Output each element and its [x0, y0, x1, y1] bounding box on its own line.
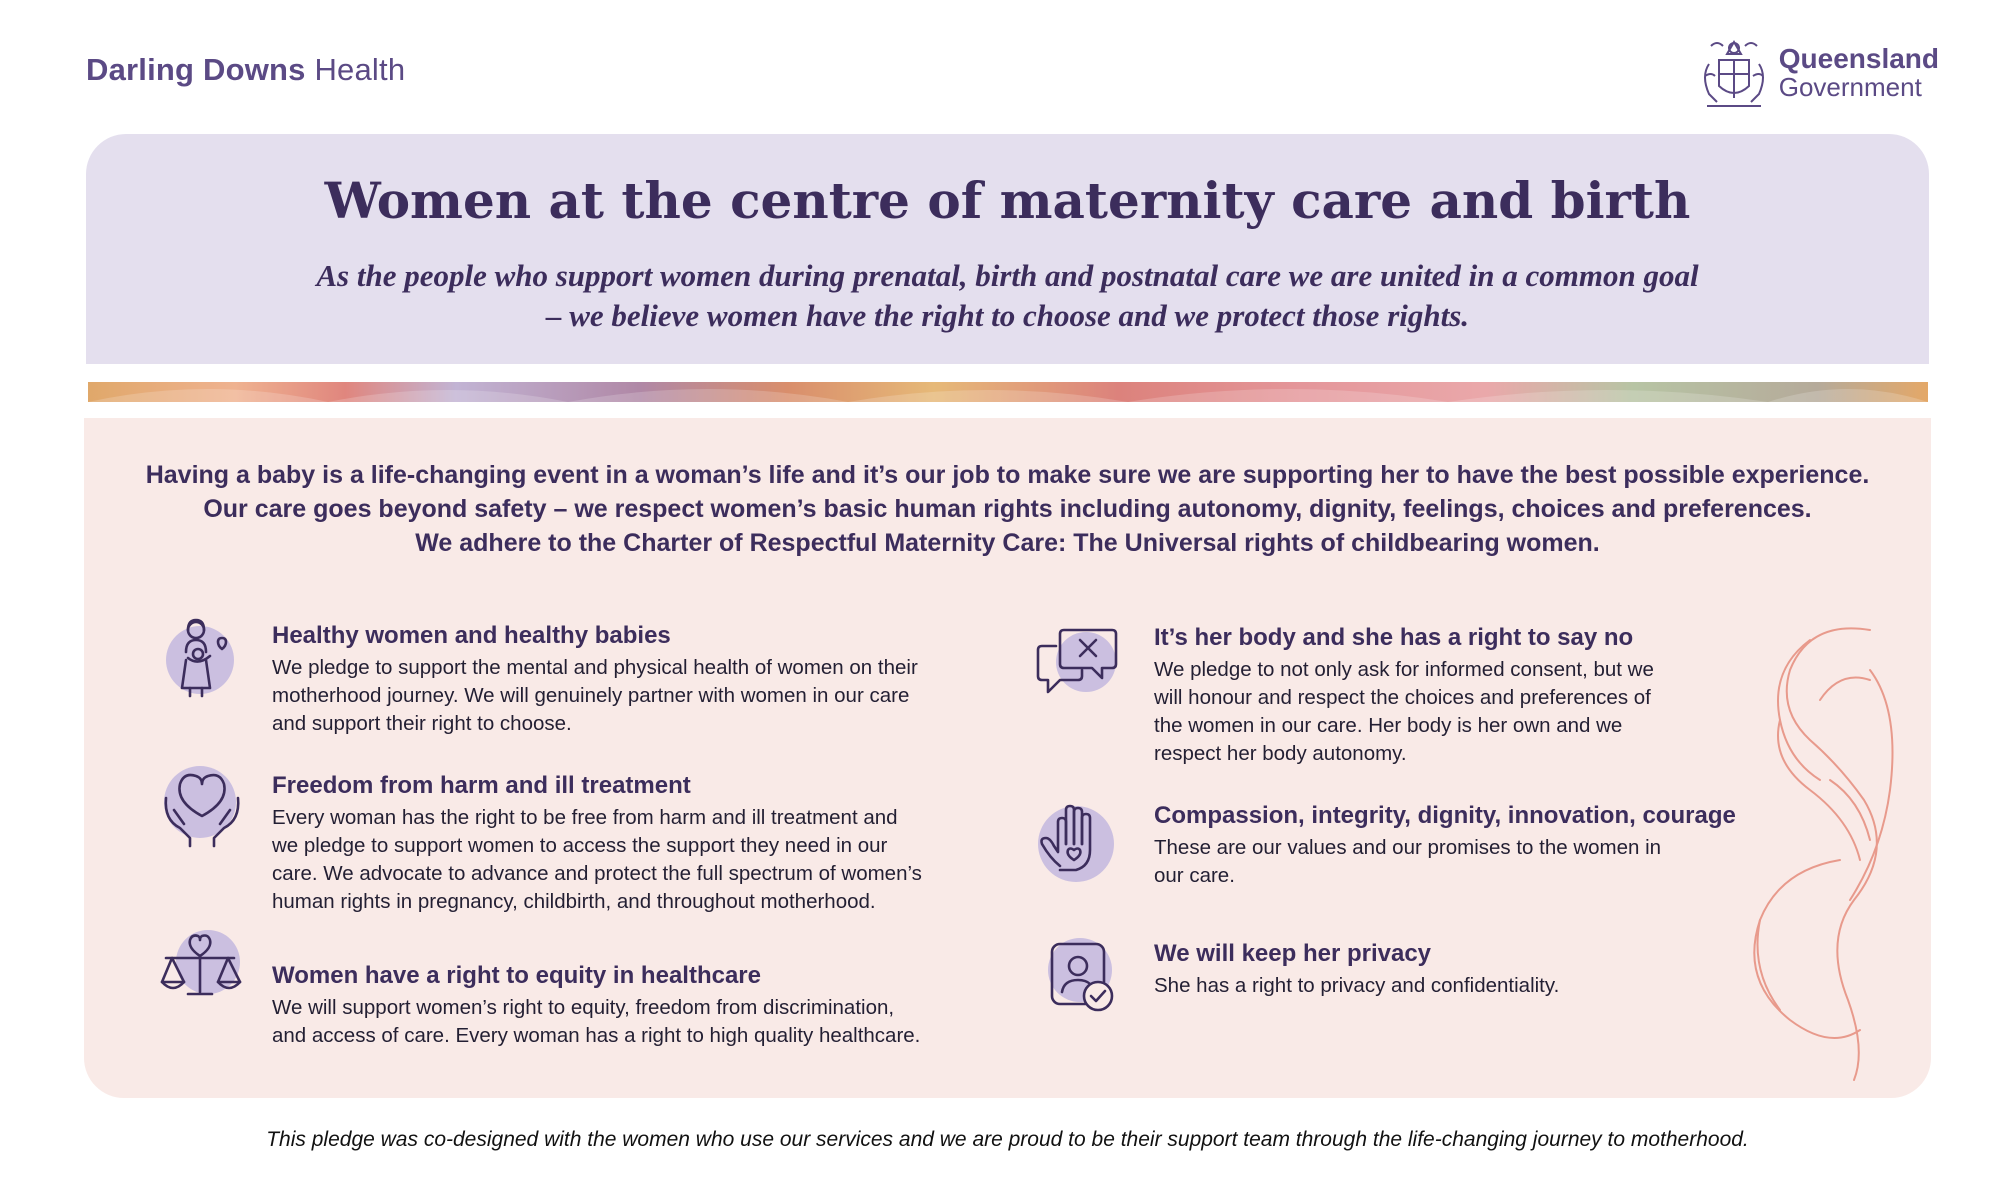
gov-name-line1: Queensland: [1778, 43, 1939, 74]
text-line: respect her body autonomy.: [1154, 742, 1407, 765]
intro-line-1: Having a baby is a life-changing event i…: [145, 461, 1870, 489]
pledge-item-text: Every woman has the right to be free fro…: [272, 804, 922, 916]
speech-bubble-x-icon: [1036, 628, 1118, 694]
pledge-item-title: Healthy women and healthy babies: [272, 622, 671, 649]
pledge-item-text: We pledge to support the mental and phys…: [272, 654, 918, 738]
subtitle-line-2: – we believe women have the right to cho…: [545, 298, 1470, 333]
pregnant-woman-line-art: [1753, 627, 1894, 1081]
intro-line-2: Our care goes beyond safety – we respect…: [203, 495, 1812, 523]
text-line: and access of care. Every woman has a ri…: [272, 1024, 921, 1047]
text-line: human rights in pregnancy, childbirth, a…: [272, 890, 876, 913]
text-line: We pledge to not only ask for informed c…: [1154, 658, 1654, 681]
text-line: will honour and respect the choices and …: [1154, 686, 1651, 709]
text-line: We will support women’s right to equity,…: [272, 996, 895, 1019]
intro-paragraph: Having a baby is a life-changing event i…: [104, 458, 1911, 560]
pledge-item-title: We will keep her privacy: [1154, 940, 1432, 967]
pledge-item-title: It’s her body and she has a right to say…: [1154, 624, 1634, 651]
pledge-item-privacy: We will keep her privacy She has a right…: [1154, 940, 1559, 1000]
privacy-shield-icon: [1048, 938, 1114, 1012]
brand-org-regular: Health: [314, 52, 406, 87]
text-line: we pledge to support women to access the…: [272, 834, 888, 857]
page-subtitle: As the people who support women during p…: [146, 256, 1869, 336]
text-line: These are our values and our promises to…: [1154, 836, 1662, 859]
footer-note: This pledge was co-designed with the wom…: [266, 1128, 1749, 1151]
text-line: We pledge to support the mental and phys…: [272, 656, 918, 679]
text-line: She has a right to privacy and confident…: [1154, 974, 1560, 997]
gov-name-line2: Government: [1778, 72, 1922, 102]
pledge-item-title: Freedom from harm and ill treatment: [272, 772, 691, 799]
queensland-government-logo: Queensland Government: [1697, 34, 1939, 112]
text-line: Every woman has the right to be free fro…: [272, 806, 898, 829]
header-panel: Women at the centre of maternity care an…: [86, 134, 1929, 364]
pledge-item-title: Compassion, integrity, dignity, innovati…: [1154, 802, 1736, 829]
pledge-item-equity: Women have a right to equity in healthca…: [272, 962, 920, 1050]
subtitle-line-1: As the people who support women during p…: [316, 258, 1699, 293]
text-line: care. We advocate to advance and protect…: [272, 862, 922, 885]
text-line: the women in our care. Her body is her o…: [1154, 714, 1623, 737]
pledge-panel: Having a baby is a life-changing event i…: [84, 418, 1931, 1098]
pledge-item-text: We will support women’s right to equity,…: [272, 994, 920, 1050]
page-title: Women at the centre of maternity care an…: [324, 171, 1691, 230]
decorative-color-band: [88, 382, 1928, 402]
coat-of-arms-icon: [1703, 40, 1764, 107]
heart-hands-icon: [164, 766, 240, 848]
pledge-item-text: These are our values and our promises to…: [1154, 834, 1736, 890]
pledge-item-title: Women have a right to equity in healthca…: [272, 962, 761, 989]
darling-downs-health-logo: Darling Downs Health: [86, 52, 405, 88]
brand-org-bold: Darling Downs: [86, 52, 306, 87]
pledge-item-values: Compassion, integrity, dignity, innovati…: [1154, 802, 1736, 890]
text-line: motherhood journey. We will genuinely pa…: [272, 684, 910, 707]
pledge-item-freedom-from-harm: Freedom from harm and ill treatment Ever…: [272, 772, 922, 916]
pledge-item-her-body: It’s her body and she has a right to say…: [1154, 624, 1654, 768]
scales-heart-icon: [160, 930, 242, 996]
mother-baby-icon: [166, 618, 234, 698]
intro-line-3: We adhere to the Charter of Respectful M…: [415, 529, 1600, 557]
text-line: and support their right to choose.: [272, 712, 572, 735]
hand-heart-icon: [1038, 804, 1114, 882]
pledge-item-text: She has a right to privacy and confident…: [1154, 972, 1559, 1000]
pledge-item-healthy-women: Healthy women and healthy babies We pled…: [272, 622, 918, 738]
text-line: our care.: [1154, 864, 1235, 887]
pledge-item-text: We pledge to not only ask for informed c…: [1154, 656, 1654, 768]
